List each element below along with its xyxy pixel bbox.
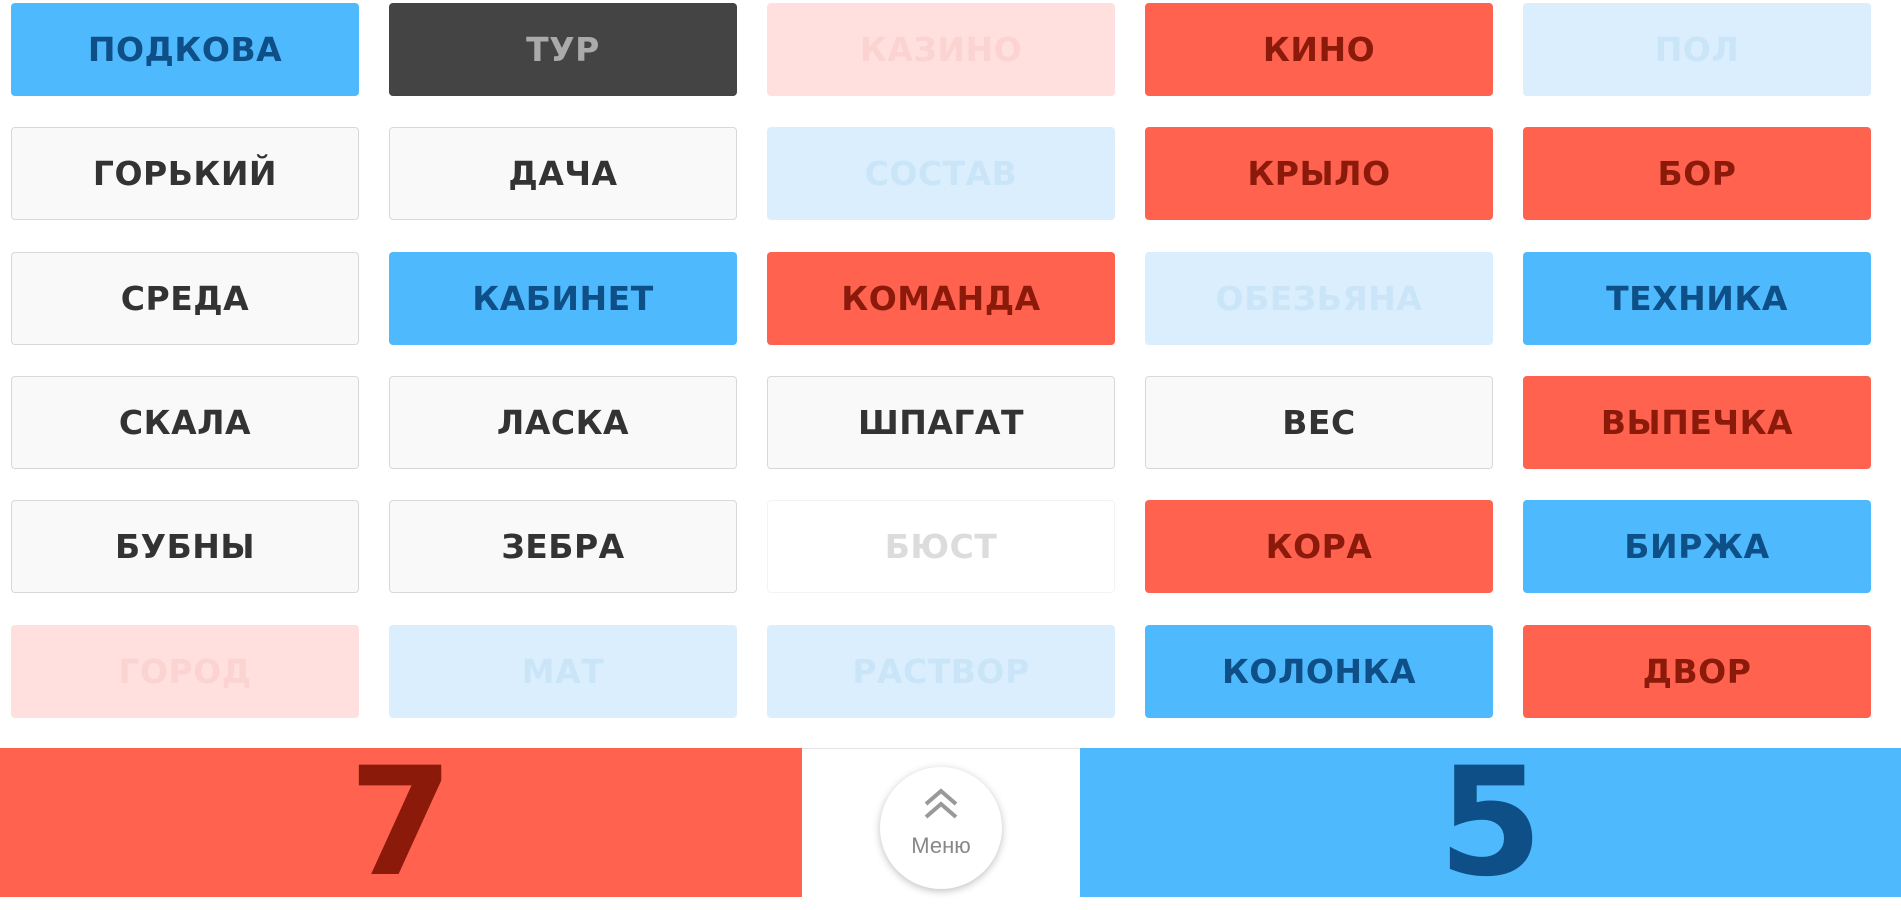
- word-card[interactable]: ТЕХНИКА: [1523, 251, 1871, 345]
- word-card[interactable]: СОСТАВ: [767, 127, 1115, 221]
- menu-label: Меню: [911, 833, 971, 858]
- word-card[interactable]: КАБИНЕТ: [389, 251, 737, 345]
- word-card[interactable]: ГОРОД: [11, 624, 359, 718]
- word-card[interactable]: ПОЛ: [1523, 3, 1871, 96]
- word-card[interactable]: БИРЖА: [1523, 500, 1871, 594]
- word-card[interactable]: ДАЧА: [389, 127, 737, 221]
- word-card[interactable]: СРЕДА: [11, 251, 359, 345]
- menu-icon: [924, 788, 958, 819]
- word-card[interactable]: БОР: [1523, 127, 1871, 221]
- blue-score: 5: [1438, 735, 1543, 910]
- word-card[interactable]: КАЗИНО: [767, 3, 1115, 96]
- word-card[interactable]: МАТ: [389, 624, 737, 718]
- word-card[interactable]: РАСТВОР: [767, 624, 1115, 718]
- red-score: 7: [348, 735, 454, 910]
- word-card[interactable]: КОЛОНКА: [1145, 624, 1493, 718]
- word-card[interactable]: ВЕС: [1145, 375, 1493, 469]
- word-card[interactable]: ОБЕЗЬЯНА: [1145, 251, 1493, 345]
- word-card[interactable]: ПОДКОВА: [11, 3, 359, 96]
- word-card[interactable]: ВЫПЕЧКА: [1523, 375, 1871, 469]
- word-card[interactable]: ШПАГАТ: [767, 375, 1115, 469]
- word-card[interactable]: КИНО: [1145, 3, 1493, 96]
- word-card[interactable]: ЗЕБРА: [389, 500, 737, 594]
- word-card[interactable]: ТУР: [389, 3, 737, 96]
- menu-area: [802, 748, 1080, 897]
- word-card[interactable]: СКАЛА: [11, 375, 359, 469]
- word-card[interactable]: ГОРЬКИЙ: [11, 127, 359, 221]
- menu-button[interactable]: Меню: [880, 767, 1002, 889]
- word-card[interactable]: КРЫЛО: [1145, 127, 1493, 221]
- word-card[interactable]: ДВОР: [1523, 624, 1871, 718]
- red-score-panel: 7: [0, 736, 802, 910]
- word-card[interactable]: КОРА: [1145, 500, 1493, 594]
- blue-score-panel: 5: [1080, 736, 1901, 910]
- word-card[interactable]: БУБНЫ: [11, 500, 359, 594]
- word-card[interactable]: КОМАНДА: [767, 251, 1115, 345]
- word-card[interactable]: БЮСТ: [767, 500, 1115, 594]
- word-card[interactable]: ЛАСКА: [389, 375, 737, 469]
